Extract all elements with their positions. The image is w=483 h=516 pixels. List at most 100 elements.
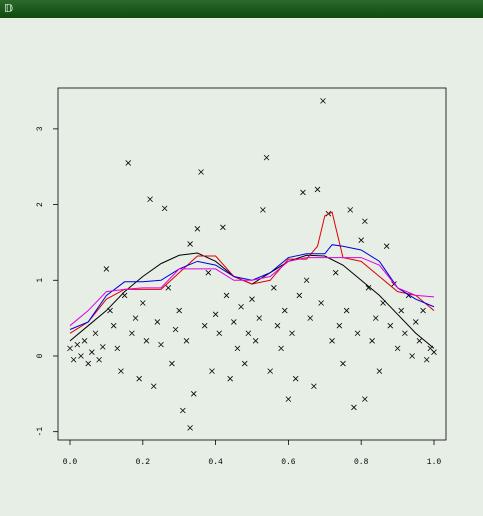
point: [198, 169, 204, 175]
point: [296, 292, 303, 299]
point: [70, 356, 77, 363]
point: [431, 349, 437, 355]
point: [387, 322, 394, 329]
point: [92, 330, 99, 337]
point: [125, 160, 132, 166]
point: [150, 383, 157, 390]
point: [183, 338, 190, 344]
point: [238, 303, 244, 310]
point: [413, 319, 419, 325]
point: [147, 196, 153, 203]
point: [376, 368, 383, 374]
point: [245, 330, 252, 337]
point: [318, 300, 324, 306]
point: [129, 330, 135, 337]
y-tick-label: 2: [36, 202, 45, 207]
point: [180, 407, 186, 414]
header-symbol: 𝔻: [0, 0, 483, 18]
point: [81, 338, 88, 344]
curve: [69, 244, 435, 330]
point: [398, 307, 405, 314]
point: [303, 277, 310, 284]
point: [165, 285, 172, 291]
point: [74, 341, 81, 348]
x-tick-label: 0.0: [63, 458, 78, 467]
point: [209, 368, 215, 374]
point: [96, 356, 102, 363]
point: [118, 368, 124, 374]
point: [99, 344, 106, 350]
curve: [69, 257, 435, 327]
point: [169, 360, 175, 367]
y-tick-label: -1: [36, 427, 45, 437]
plot-frame: [57, 87, 447, 441]
curve: [69, 252, 435, 349]
point: [340, 360, 346, 367]
point: [256, 315, 263, 321]
point: [365, 285, 372, 291]
point: [402, 330, 408, 337]
point: [136, 375, 142, 382]
point: [190, 391, 197, 397]
point: [143, 338, 150, 344]
point: [216, 330, 223, 337]
point: [176, 307, 182, 314]
point: [194, 226, 201, 232]
point: [423, 356, 430, 363]
point: [252, 338, 259, 344]
point: [394, 345, 401, 352]
point: [320, 98, 326, 104]
x-tick-label: 0.8: [354, 458, 369, 467]
point: [201, 322, 208, 329]
point: [372, 315, 379, 321]
point: [362, 396, 368, 402]
x-tick-label: 0.6: [281, 458, 296, 467]
curve: [69, 211, 435, 334]
point: [234, 345, 241, 352]
point: [158, 341, 164, 348]
point: [289, 330, 295, 337]
point: [351, 404, 357, 411]
point: [369, 338, 375, 344]
point: [314, 186, 321, 193]
point: [78, 353, 84, 359]
point: [336, 322, 343, 329]
point: [271, 285, 277, 291]
y-tick-label: 3: [36, 126, 45, 131]
point: [154, 319, 161, 325]
point: [140, 300, 146, 306]
point: [187, 241, 193, 247]
point: [409, 353, 415, 359]
point: [281, 307, 288, 314]
point: [358, 237, 364, 243]
point: [383, 243, 390, 249]
y-tick-label: 1: [36, 278, 45, 283]
point: [416, 338, 423, 344]
point: [89, 349, 95, 355]
point: [231, 319, 237, 325]
point: [110, 322, 117, 329]
point: [292, 375, 299, 382]
point: [103, 266, 110, 272]
point: [212, 311, 219, 318]
point: [343, 307, 350, 314]
point: [285, 396, 292, 402]
x-tick-label: 0.2: [136, 458, 151, 467]
point: [227, 375, 233, 382]
point: [67, 345, 73, 352]
point: [132, 315, 139, 321]
x-tick-label: 1.0: [427, 458, 442, 467]
point: [172, 326, 179, 333]
point: [354, 330, 361, 337]
point: [307, 315, 314, 321]
point: [161, 205, 168, 212]
x-tick-label: 0.4: [208, 458, 223, 467]
point: [267, 368, 273, 374]
point: [205, 269, 212, 276]
point: [332, 269, 339, 276]
point: [263, 154, 270, 161]
point: [223, 292, 230, 299]
point: [329, 338, 335, 344]
point: [311, 383, 317, 390]
